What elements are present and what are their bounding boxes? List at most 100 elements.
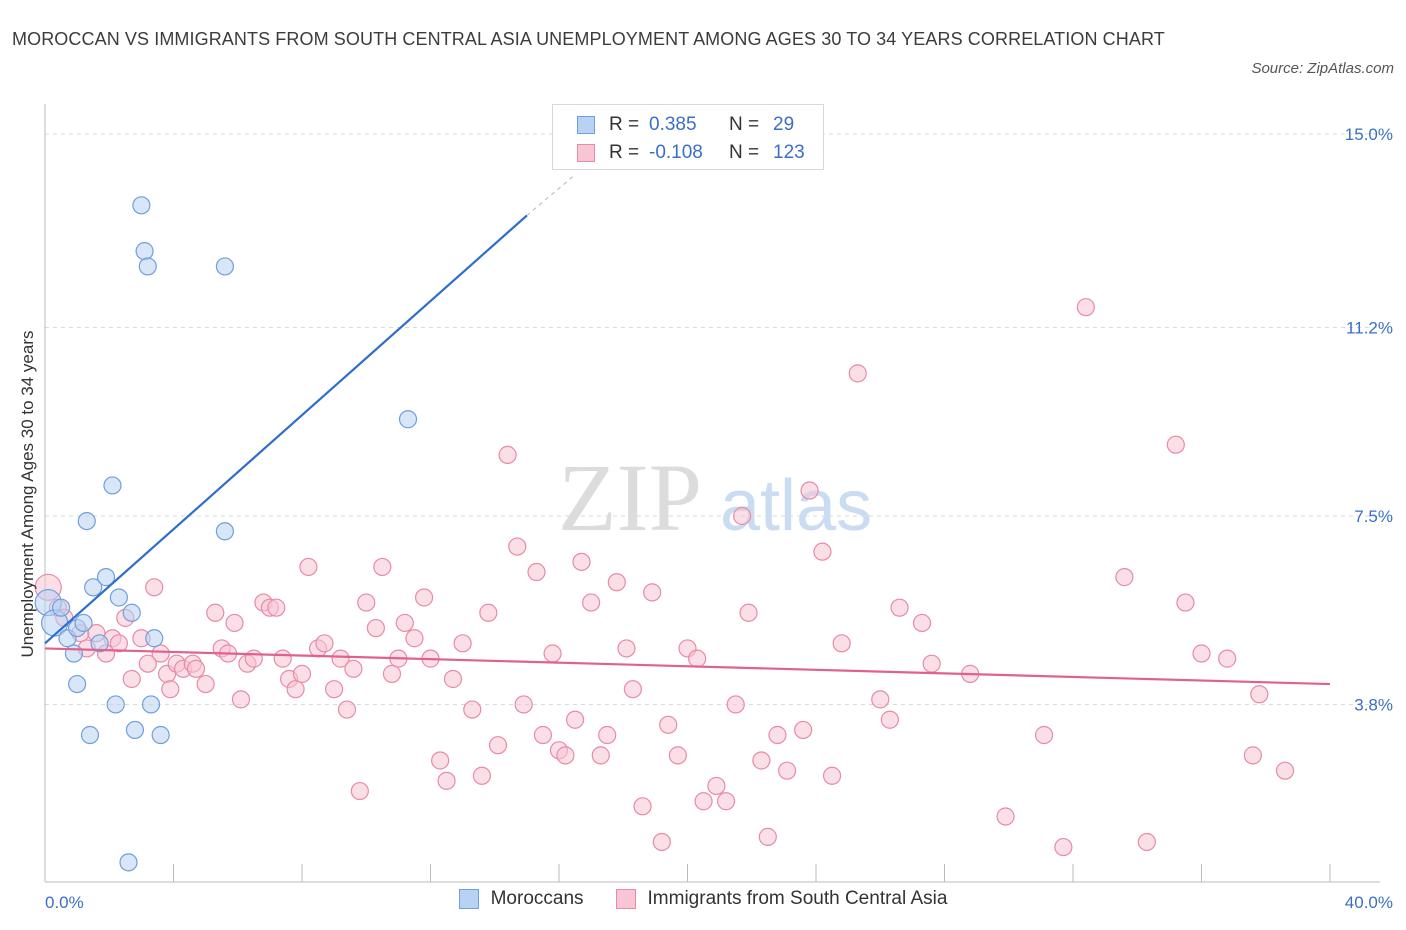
blue-point [132, 196, 151, 215]
pink-point [922, 654, 941, 673]
y-tick-label: 11.2% [1346, 319, 1393, 338]
chart-title: MOROCCAN VS IMMIGRANTS FROM SOUTH CENTRA… [12, 29, 1165, 49]
pink-point [652, 832, 671, 852]
pink-point [668, 746, 687, 765]
pink-point [688, 649, 707, 668]
blue-point [215, 522, 234, 541]
legend-row-moroccans: R = 0.385 N = 29 [577, 111, 794, 139]
pink-point [572, 552, 591, 571]
pink-point [694, 792, 713, 811]
pink-point [331, 649, 350, 668]
pink-point [479, 603, 498, 622]
legend-r-label: R = [609, 114, 640, 135]
legend-n-label: N = [729, 142, 760, 163]
pink-point [138, 654, 157, 673]
pink-point [315, 634, 334, 653]
pink-point [623, 680, 642, 699]
pink-point [161, 680, 180, 699]
pink-point [1275, 761, 1295, 780]
pink-point [813, 542, 832, 561]
pink-point [286, 680, 305, 699]
pink-point [832, 634, 851, 653]
pink-point [1166, 435, 1185, 454]
source-credit: Source: ZipAtlas.com [1251, 60, 1394, 77]
blue-point [106, 695, 125, 714]
pink-point [768, 725, 787, 745]
pink-point [533, 725, 553, 745]
blue-point [64, 644, 84, 663]
pink-point [890, 598, 909, 617]
y-tick-label: 3.8% [1354, 695, 1393, 714]
pink-point [122, 669, 141, 689]
correlation-legend: R = 0.385 N = 29 R = -0.108 N = 123 [552, 104, 824, 170]
legend-label-immigrants: Immigrants from South Central Asia [647, 888, 948, 909]
blue-point [125, 720, 145, 740]
pink-point [1034, 725, 1054, 745]
pink-point [726, 695, 745, 714]
pink-point [822, 766, 842, 785]
pink-trend-line [44, 647, 1331, 686]
pink-point [244, 649, 263, 668]
pink-point [109, 634, 128, 653]
pink-point [344, 659, 363, 678]
pink-point [186, 659, 206, 678]
pink-point [292, 664, 312, 683]
pink-point [196, 674, 215, 694]
trend-lines [44, 174, 1331, 686]
blue-series-points [34, 196, 418, 872]
watermark-zip: ZIP [558, 444, 702, 551]
y-tick-label: 15.0% [1345, 125, 1393, 144]
legend-r-value: -0.108 [649, 142, 703, 163]
pink-point [267, 598, 286, 617]
x-tick-label: 0.0% [45, 893, 84, 912]
pink-point [871, 690, 890, 709]
watermark-atlas: atlas [720, 466, 872, 546]
pink-point [405, 629, 424, 648]
pink-point [1176, 593, 1195, 612]
pink-point [758, 827, 777, 846]
legend-item-moroccans[interactable]: Moroccans [458, 888, 584, 910]
blue-point [103, 476, 122, 495]
blue-point [138, 257, 157, 276]
pink-point [1250, 685, 1269, 704]
blue-trend-line [44, 214, 528, 645]
legend-label-moroccans: Moroccans [490, 888, 584, 909]
legend-r-label: R = [609, 142, 640, 163]
pink-point [325, 680, 344, 699]
blue-point [74, 613, 93, 633]
blue-point [151, 725, 170, 745]
series-legend: Moroccans Immigrants from South Central … [0, 888, 1406, 910]
blue-point [122, 603, 141, 622]
pink-point [1192, 644, 1211, 663]
pink-point [366, 618, 385, 638]
pink-point [299, 557, 318, 577]
pink-point [431, 751, 450, 770]
pink-point [414, 588, 434, 607]
pink-point [1243, 746, 1263, 765]
pink-point [382, 664, 402, 683]
legend-item-immigrants[interactable]: Immigrants from South Central Asia [615, 888, 948, 910]
pink-point [707, 776, 726, 796]
blue-point [80, 725, 100, 745]
pink-point [607, 573, 626, 592]
pink-point [582, 593, 601, 612]
blue-point [77, 511, 96, 531]
pink-series-points [34, 298, 1295, 857]
pink-point [556, 746, 575, 765]
pink-point [437, 771, 456, 790]
legend-swatch-blue [458, 889, 479, 909]
blue-point [96, 568, 116, 587]
pink-point [598, 725, 617, 745]
pink-point [508, 537, 527, 556]
legend-r-value: 0.385 [649, 114, 697, 135]
pink-point [659, 715, 678, 734]
pink-point [617, 639, 636, 658]
pink-point [350, 781, 369, 801]
pink-point [395, 613, 414, 633]
pink-point [752, 751, 771, 770]
pink-point [1137, 832, 1156, 852]
blue-point [109, 588, 128, 607]
pink-point [633, 797, 652, 816]
pink-point [443, 669, 463, 689]
